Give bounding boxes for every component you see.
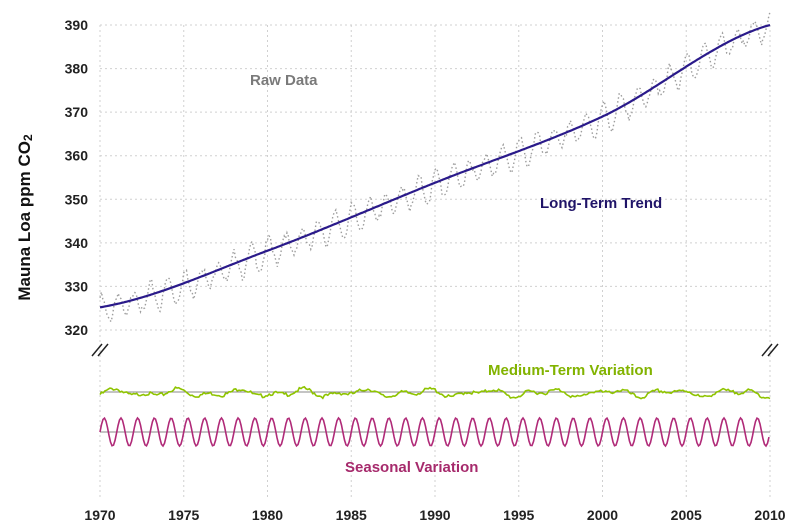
- y-tick-label: 340: [65, 235, 89, 251]
- y-tick-label: 360: [65, 148, 89, 164]
- legend-trend: Long-Term Trend: [540, 195, 662, 212]
- y-tick-label: 320: [65, 322, 89, 338]
- y-tick-label: 390: [65, 17, 89, 33]
- x-tick-label: 2005: [671, 507, 702, 523]
- y-tick-label: 350: [65, 191, 89, 207]
- x-tick-label: 1970: [84, 507, 115, 523]
- x-tick-label: 2000: [587, 507, 618, 523]
- x-tick-label: 1980: [252, 507, 283, 523]
- x-tick-label: 1985: [336, 507, 367, 523]
- x-tick-label: 2010: [754, 507, 785, 523]
- x-tick-label: 1990: [419, 507, 450, 523]
- y-tick-label: 380: [65, 61, 89, 77]
- legend-medium: Medium-Term Variation: [488, 362, 653, 379]
- mauna-loa-co2-chart: 320 330 340 350 360 370 380 390 1970 1975 1980 1985…: [0, 0, 810, 529]
- chart-svg: 320 330 340 350 360 370 380 390 1970 1975 1980 1985…: [0, 0, 810, 529]
- x-tick-label: 1995: [503, 507, 534, 523]
- y-axis-label: Mauna Loa ppm CO2: [15, 134, 35, 301]
- x-tick-label: 1975: [168, 507, 199, 523]
- y-tick-label: 370: [65, 104, 89, 120]
- legend-seasonal: Seasonal Variation: [345, 459, 478, 476]
- y-tick-label: 330: [65, 278, 89, 294]
- legend-raw: Raw Data: [250, 72, 318, 89]
